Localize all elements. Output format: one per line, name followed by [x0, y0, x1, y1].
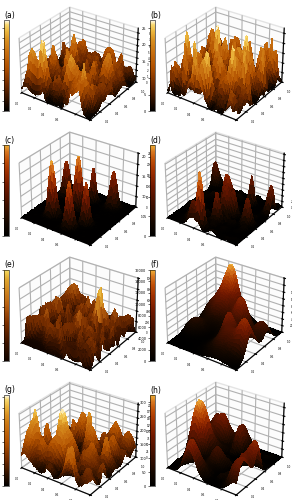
Text: (c): (c)	[5, 136, 15, 144]
Text: (g): (g)	[5, 386, 16, 394]
Text: (a): (a)	[5, 10, 16, 20]
Text: (e): (e)	[5, 260, 15, 270]
Text: (b): (b)	[151, 10, 162, 20]
Text: (h): (h)	[151, 386, 162, 394]
Text: (d): (d)	[151, 136, 162, 144]
Text: (f): (f)	[151, 260, 160, 270]
